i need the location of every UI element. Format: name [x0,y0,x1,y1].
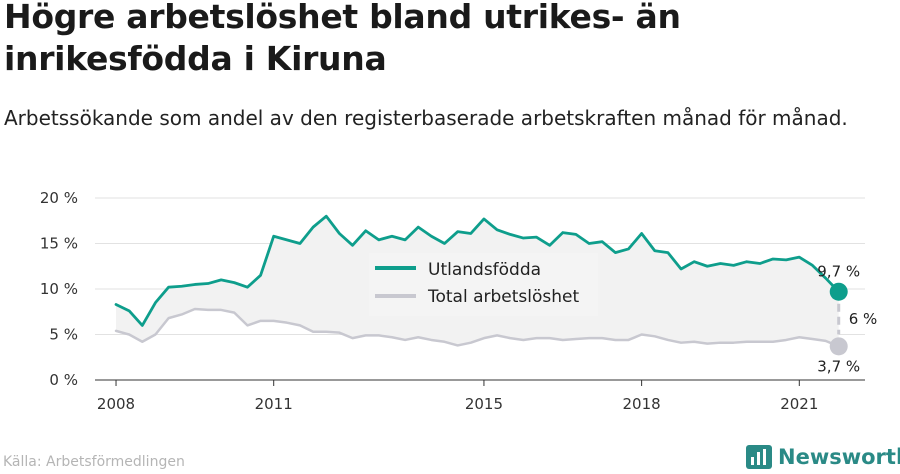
end-label-foreign: 9,7 % [817,263,860,281]
legend-background [369,253,598,316]
annotation-layer: 9,7 % 3,7 % 6 % [817,263,877,376]
source-note: Källa: Arbetsförmedlingen [3,454,185,470]
y-tick-label: 5 % [49,326,78,344]
x-tick-label: 2015 [465,395,503,413]
series-layer [114,214,841,348]
end-point-total [829,337,848,356]
y-tick-label: 10 % [40,280,78,298]
series-line-total [114,307,840,348]
end-label-total: 3,7 % [817,357,860,375]
x-tick-label: 2011 [255,395,293,413]
y-tick-label: 20 % [40,189,78,207]
axis-layer: 0 % 5 % 10 % 15 % 20 % 2008 2011 2015 2018 2021 [40,189,865,413]
y-tick-label: 0 % [49,371,78,389]
x-tick-label: 2008 [97,395,135,413]
chart-subtitle: Arbetssökande som andel av den registerb… [4,106,848,130]
legend-label-foreign: Utlandsfödda [428,260,541,280]
brand-name: Newsworthy [778,445,900,469]
x-tick-label: 2021 [780,395,818,413]
end-point-foreign [829,282,848,301]
gap-label: 6 % [849,310,878,328]
legend: Utlandsfödda Total arbetslöshet [369,253,598,316]
y-tick-label: 15 % [40,235,78,253]
newsworthy-icon [746,445,772,469]
series-line-foreign [114,214,841,327]
brand-logo: Newsworthy [746,443,900,471]
chart-title: Högre arbetslöshet bland utrikes- än inr… [4,0,681,78]
x-tick-label: 2018 [623,395,661,413]
legend-label-total: Total arbetslöshet [427,287,580,307]
